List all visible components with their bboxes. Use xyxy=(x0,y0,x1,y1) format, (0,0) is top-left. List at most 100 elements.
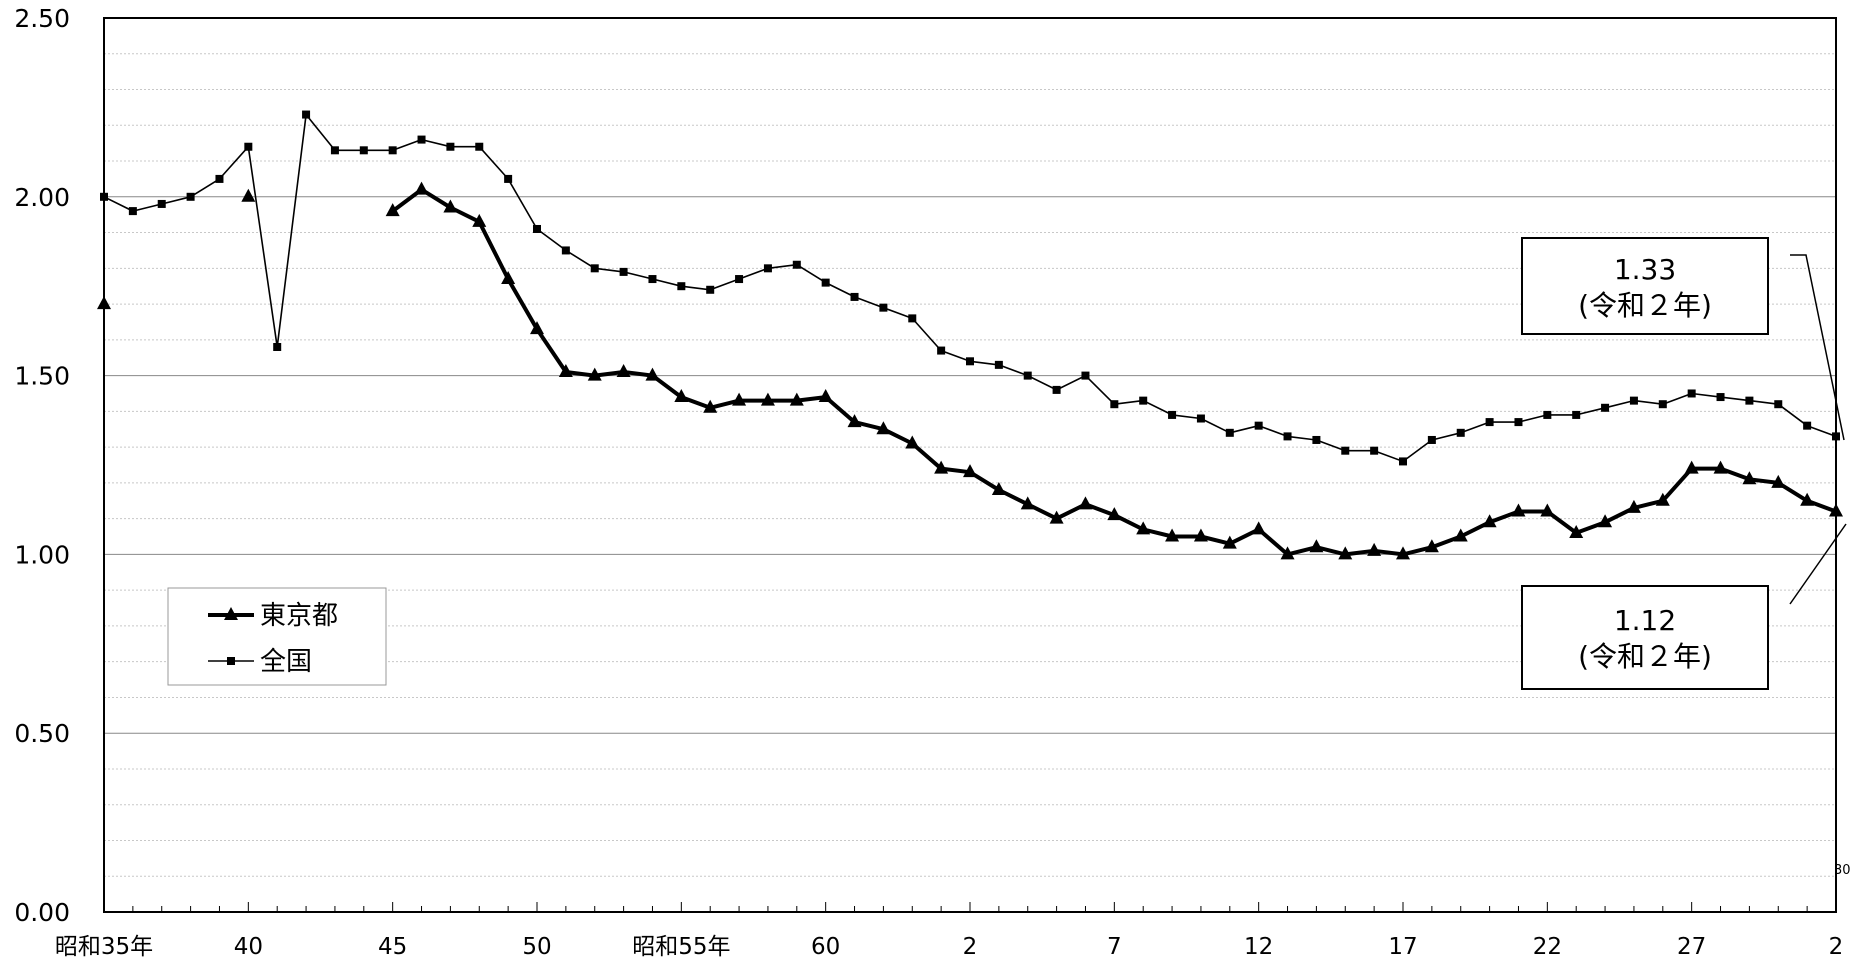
data-point-tokyo xyxy=(789,392,804,406)
data-point-tokyo xyxy=(1222,535,1237,549)
x-tick-label: 7 xyxy=(1107,934,1122,959)
x-tick-label: 昭和55年 xyxy=(632,934,730,959)
data-point-tokyo xyxy=(1396,546,1410,560)
data-point-national xyxy=(1716,393,1725,402)
legend-label-tokyo: 東京都 xyxy=(260,601,338,631)
data-point-national xyxy=(706,285,715,294)
data-point-national xyxy=(100,192,108,201)
data-point-national xyxy=(302,110,311,119)
data-point-national xyxy=(388,146,397,155)
data-point-tokyo xyxy=(847,414,862,428)
x-tick-label: 22 xyxy=(1533,934,1562,959)
data-point-national xyxy=(1456,428,1465,437)
data-point-tokyo xyxy=(963,464,977,478)
data-point-national xyxy=(128,207,137,216)
data-point-tokyo xyxy=(241,188,256,202)
data-point-tokyo xyxy=(1598,514,1613,528)
x-axis: 昭和35年 40 45 50 昭和55年 60 2 7 12 17 22 27 2 xyxy=(55,902,1843,959)
data-point-tokyo xyxy=(703,399,718,413)
x-tick-label: 2 xyxy=(1829,934,1844,959)
data-point-tokyo xyxy=(1569,524,1584,538)
callout-national-box xyxy=(1521,237,1769,335)
data-point-national xyxy=(619,267,628,276)
data-point-tokyo xyxy=(530,321,544,335)
data-point-tokyo xyxy=(1193,528,1208,542)
x-tick-label: 2 xyxy=(963,934,978,959)
x-tick-label: 27 xyxy=(1677,934,1706,959)
data-point-national xyxy=(330,146,339,155)
data-point-national xyxy=(359,146,368,155)
data-point-tokyo xyxy=(443,199,458,213)
data-point-tokyo xyxy=(1136,521,1151,535)
x-tick-label: 17 xyxy=(1388,934,1417,959)
data-point-tokyo xyxy=(991,482,1006,496)
data-point-national xyxy=(446,142,455,151)
y-tick-label: 0.00 xyxy=(14,898,70,927)
data-point-tokyo xyxy=(1511,503,1526,517)
data-point-national xyxy=(244,142,253,151)
data-point-tokyo xyxy=(1165,528,1180,542)
data-point-tokyo xyxy=(1540,503,1555,517)
data-point-national xyxy=(1254,421,1263,430)
data-point-national xyxy=(994,360,1003,369)
y-tick-label: 0.50 xyxy=(14,719,70,748)
data-point-national xyxy=(850,292,859,301)
data-point-tokyo xyxy=(1800,492,1815,506)
x-tick-label: 昭和35年 xyxy=(55,934,153,959)
data-point-tokyo xyxy=(97,296,111,310)
series-tokyo xyxy=(97,181,1843,560)
data-point-tokyo xyxy=(1078,496,1093,510)
data-point-national xyxy=(186,192,195,201)
data-point-tokyo xyxy=(1684,460,1699,474)
data-point-national xyxy=(821,278,830,287)
data-point-national xyxy=(1110,400,1119,409)
data-point-tokyo xyxy=(385,203,400,217)
y-tick-label: 1.50 xyxy=(14,362,70,391)
data-point-national xyxy=(879,303,888,312)
small-label: 30 xyxy=(1834,863,1851,878)
data-point-tokyo xyxy=(1107,507,1122,521)
data-point-tokyo xyxy=(1280,546,1295,560)
y-tick-label: 1.00 xyxy=(14,540,70,569)
data-point-national xyxy=(1832,432,1840,441)
data-point-tokyo xyxy=(558,364,573,378)
x-tick-label: 50 xyxy=(522,934,551,959)
callout-national-value: 1.33 xyxy=(1614,253,1676,286)
data-point-national xyxy=(1543,410,1552,419)
data-point-national xyxy=(1803,421,1812,430)
data-point-tokyo xyxy=(1338,546,1353,560)
data-point-national xyxy=(1052,385,1061,394)
legend-marker-national xyxy=(227,657,235,665)
callout-tokyo-box xyxy=(1521,585,1769,690)
legend: 東京都 全国 xyxy=(167,587,387,686)
data-point-tokyo xyxy=(1626,499,1641,513)
data-point-national xyxy=(735,275,744,284)
data-point-tokyo xyxy=(1251,521,1266,535)
data-point-national xyxy=(1023,371,1032,380)
data-point-tokyo xyxy=(1482,514,1497,528)
data-point-national xyxy=(1572,410,1581,419)
callout-national: 1.33 (令和２年) xyxy=(1521,237,1845,441)
series-national xyxy=(100,110,1840,466)
data-point-tokyo xyxy=(1453,528,1468,542)
data-point-tokyo xyxy=(1655,492,1670,506)
data-point-national xyxy=(1658,400,1667,409)
data-point-tokyo xyxy=(587,367,602,381)
data-point-national xyxy=(1485,418,1494,427)
data-point-national xyxy=(561,246,570,255)
data-point-tokyo xyxy=(818,389,833,403)
data-point-tokyo xyxy=(414,181,429,195)
data-point-national xyxy=(1283,432,1292,441)
data-point-tokyo xyxy=(1771,474,1786,488)
callout-tokyo-note: (令和２年) xyxy=(1578,640,1712,673)
y-axis: 0.00 0.50 1.00 1.50 2.00 2.50 xyxy=(14,4,70,927)
data-point-tokyo xyxy=(645,367,660,381)
data-point-national xyxy=(417,135,426,144)
data-point-national xyxy=(1196,414,1205,423)
series-layer xyxy=(97,110,1843,560)
data-point-tokyo xyxy=(1713,460,1728,474)
data-point-national xyxy=(1168,410,1177,419)
data-point-tokyo xyxy=(732,392,747,406)
callout-tokyo-value: 1.12 xyxy=(1614,604,1676,637)
